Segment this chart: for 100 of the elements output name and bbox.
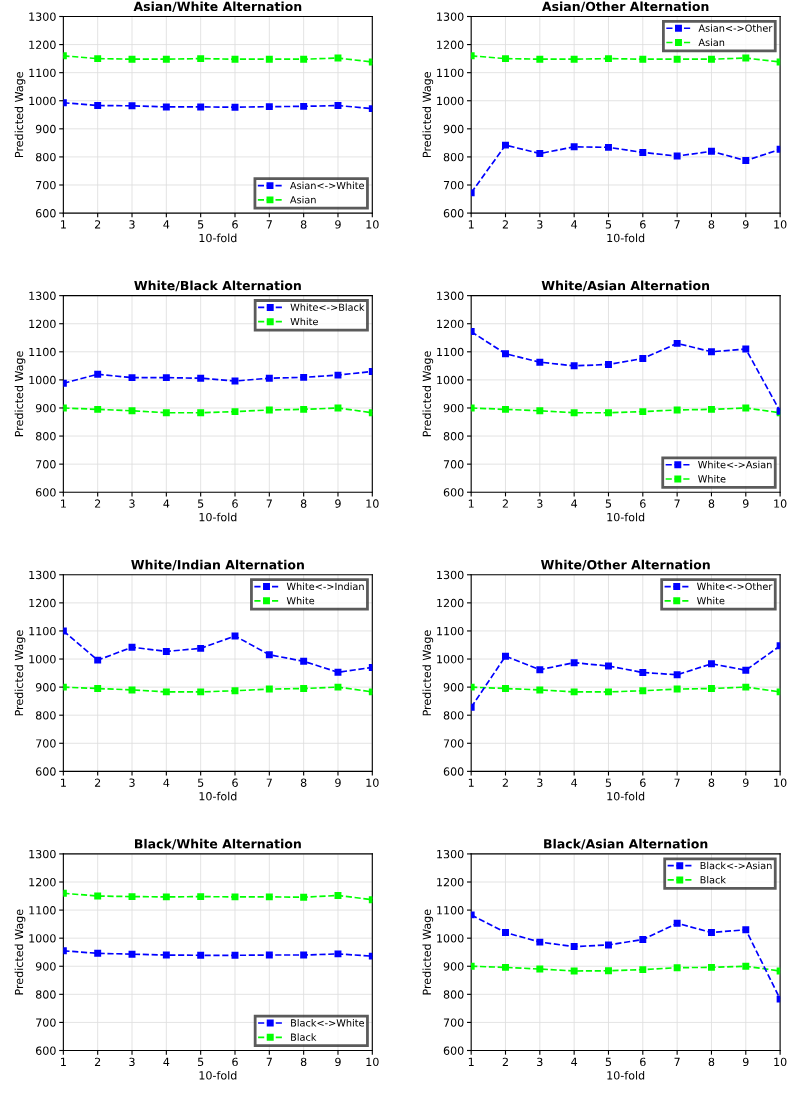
point <box>94 405 102 413</box>
point <box>639 55 647 63</box>
point <box>334 950 342 958</box>
point <box>197 688 205 696</box>
point <box>300 102 308 110</box>
point <box>300 951 308 959</box>
point <box>570 143 578 151</box>
point <box>742 345 750 353</box>
point <box>265 893 273 901</box>
point <box>742 683 750 691</box>
point <box>128 893 136 901</box>
point <box>128 407 136 415</box>
point <box>707 348 715 356</box>
point <box>334 371 342 379</box>
point <box>231 687 239 695</box>
point <box>605 967 612 975</box>
point <box>605 55 612 63</box>
point <box>265 951 273 959</box>
point <box>265 55 273 63</box>
point <box>162 374 170 382</box>
point <box>334 54 342 62</box>
point <box>639 669 647 676</box>
point <box>536 938 544 946</box>
point <box>570 943 578 951</box>
point <box>197 55 205 63</box>
point <box>707 660 715 668</box>
point <box>300 405 308 413</box>
point <box>162 409 170 417</box>
point <box>707 405 715 413</box>
point <box>639 966 647 974</box>
point <box>265 374 273 382</box>
point <box>502 685 509 692</box>
point <box>231 408 239 416</box>
point <box>639 936 647 944</box>
point <box>707 685 715 692</box>
point <box>707 929 715 937</box>
point <box>128 55 136 63</box>
point <box>742 54 750 62</box>
point <box>742 926 750 934</box>
point <box>197 103 205 111</box>
point <box>94 892 102 900</box>
point <box>502 405 509 413</box>
point <box>265 685 273 693</box>
point <box>502 652 509 660</box>
point <box>605 941 612 949</box>
point <box>536 666 544 674</box>
point <box>742 962 750 970</box>
point <box>128 643 136 651</box>
point <box>536 686 544 694</box>
point <box>742 404 750 412</box>
point <box>162 55 170 63</box>
point <box>231 103 239 111</box>
point <box>536 407 544 415</box>
point <box>300 373 308 381</box>
point <box>502 350 509 358</box>
point <box>673 55 681 63</box>
point <box>334 892 342 899</box>
point <box>502 55 509 63</box>
point <box>94 102 102 109</box>
point <box>334 683 342 691</box>
point <box>570 409 578 417</box>
point <box>231 893 239 901</box>
point <box>673 919 681 927</box>
point <box>197 374 205 382</box>
point <box>639 148 647 156</box>
point <box>536 358 544 366</box>
point <box>265 406 273 414</box>
point <box>673 685 681 693</box>
point <box>639 355 647 363</box>
point <box>605 688 612 696</box>
point <box>605 143 612 151</box>
point <box>197 644 205 652</box>
point <box>536 965 544 973</box>
point <box>536 150 544 158</box>
point <box>605 409 612 417</box>
point <box>197 951 205 959</box>
point <box>639 408 647 416</box>
point <box>94 949 102 957</box>
point <box>502 141 509 149</box>
point <box>570 688 578 696</box>
point <box>502 929 509 937</box>
point <box>570 659 578 667</box>
point <box>162 951 170 959</box>
point <box>707 147 715 155</box>
point <box>673 964 681 972</box>
point <box>570 362 578 370</box>
point <box>673 671 681 679</box>
point <box>502 963 509 971</box>
point <box>94 685 102 692</box>
point <box>162 688 170 696</box>
point <box>536 55 544 63</box>
point <box>300 55 308 63</box>
point <box>570 55 578 63</box>
point <box>334 102 342 109</box>
point <box>707 55 715 63</box>
point <box>162 103 170 111</box>
point <box>334 668 342 676</box>
point <box>94 370 102 378</box>
point <box>197 409 205 417</box>
point <box>605 360 612 368</box>
